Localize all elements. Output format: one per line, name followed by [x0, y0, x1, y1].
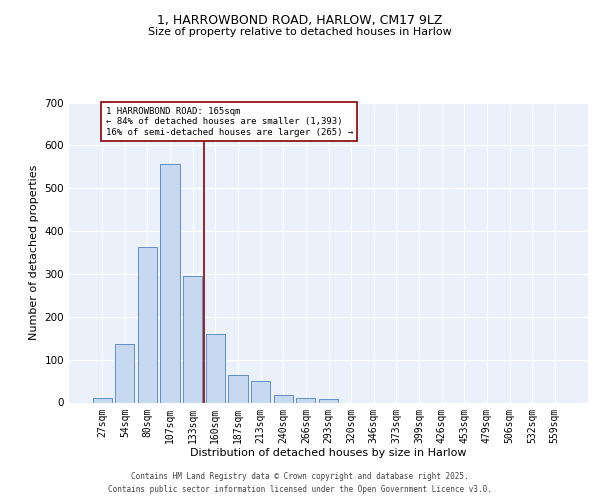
X-axis label: Distribution of detached houses by size in Harlow: Distribution of detached houses by size … [190, 448, 467, 458]
Bar [319, 399, 338, 402]
Bar [160, 164, 180, 402]
Text: Contains HM Land Registry data © Crown copyright and database right 2025.
Contai: Contains HM Land Registry data © Crown c… [108, 472, 492, 494]
Text: 1, HARROWBOND ROAD, HARLOW, CM17 9LZ: 1, HARROWBOND ROAD, HARLOW, CM17 9LZ [157, 14, 443, 27]
Bar [206, 334, 225, 402]
Bar [251, 381, 270, 402]
Bar [115, 344, 134, 403]
Bar [296, 398, 316, 402]
Bar [138, 248, 157, 402]
Bar [229, 374, 248, 402]
Bar [274, 395, 293, 402]
Y-axis label: Number of detached properties: Number of detached properties [29, 165, 39, 340]
Text: 1 HARROWBOND ROAD: 165sqm
← 84% of detached houses are smaller (1,393)
16% of se: 1 HARROWBOND ROAD: 165sqm ← 84% of detac… [106, 107, 353, 136]
Bar [92, 398, 112, 402]
Bar [183, 276, 202, 402]
Text: Size of property relative to detached houses in Harlow: Size of property relative to detached ho… [148, 27, 452, 37]
